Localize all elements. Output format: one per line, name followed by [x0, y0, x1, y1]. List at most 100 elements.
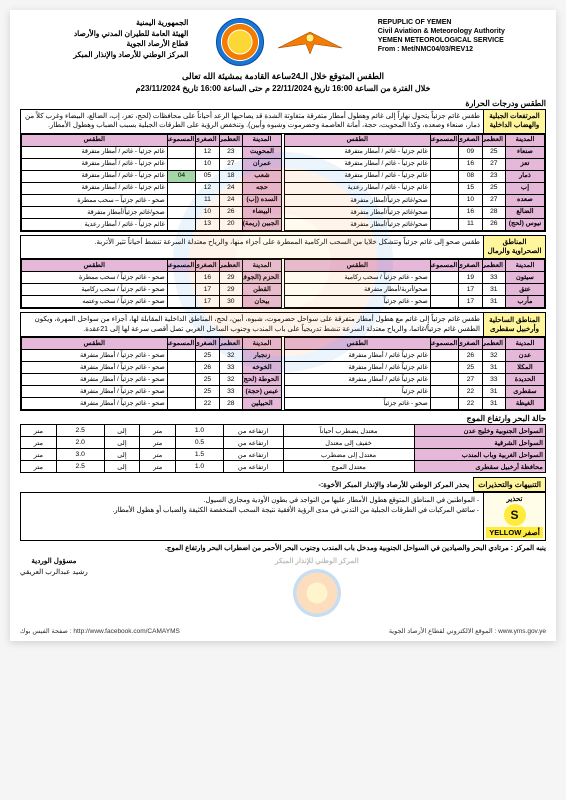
max-cell: 23	[219, 146, 242, 158]
cloud-cell	[167, 350, 196, 362]
max-cell: 33	[482, 374, 505, 386]
coastal-table-b: المدينة العظمى الصغرى المسموعة الطقس زنج…	[21, 337, 282, 410]
cloud-cell	[167, 362, 196, 374]
city-cell: عتق	[506, 284, 545, 296]
city-cell: حجه	[243, 182, 282, 194]
cond-cell: صحو - غائم جزئياً / سحب وعتمه	[22, 296, 168, 308]
max-cell: 32	[219, 350, 242, 362]
cond-cell: صحو/غائم جزئياً/أمطار متفرقة	[285, 206, 431, 218]
footer-logo	[293, 569, 341, 617]
table-row: حجه2412غائم جزئياً - غائم / أمطار متفرقة	[22, 182, 282, 194]
cond-cell: غائم جزئياً - غائم / أمطار متفرقة	[285, 158, 431, 170]
cond-cell: صحو - غائم جزئياً / سحب ركامية	[22, 284, 168, 296]
coastal-section: المناطق الساحلية وأرخبيل سقطرى طقس غائم …	[20, 312, 546, 411]
state-cell: معتدل إلى مضطرب	[283, 449, 414, 461]
max-cell: 27	[482, 158, 505, 170]
desert-table-a: المدينة العظمى الصغرى المسموعة الطقس سيئ…	[284, 259, 545, 308]
cloud-cell	[430, 362, 459, 374]
max-cell: 24	[219, 182, 242, 194]
cloud-cell	[430, 374, 459, 386]
state-cell: معتدل يضطرب أحياناً	[283, 425, 414, 437]
max-cell: 33	[219, 386, 242, 398]
badge-yellow: أصفر YELLOW	[486, 527, 543, 538]
state-cell: معتدل الموج	[283, 461, 414, 473]
max-cell: 18	[219, 170, 242, 182]
org-ar-l1: الجمهورية اليمنية	[20, 18, 188, 29]
table-row: بيحان3017صحو - غائم جزئياً / سحب وعتمه	[22, 296, 282, 308]
cond-cell: صحو - غائم جزئياً	[285, 398, 431, 410]
city-cell: الحوطة (لحج)	[243, 374, 282, 386]
min-cell: 11	[196, 194, 219, 206]
desert-label: المناطق الصحراوية والرمال	[483, 236, 545, 259]
warning-item-0: المواطنين في المناطق المتوقع هطول الأمطا…	[25, 496, 479, 506]
table-row: عدن3226غائم جزئياً غائم / أمطار متفرقة	[285, 350, 545, 362]
unit2: متر	[21, 449, 57, 461]
city-cell: صنعاء	[506, 146, 545, 158]
min-cell: 11	[459, 218, 482, 230]
max-cell: 23	[482, 170, 505, 182]
cloud-cell	[167, 218, 196, 230]
table-row: سقطرى3122غائم جزئياً	[285, 386, 545, 398]
min-cell: 12	[196, 146, 219, 158]
badge-letter: S	[504, 504, 526, 526]
to-label: إلى	[104, 449, 140, 461]
city-cell: إب	[506, 182, 545, 194]
cloud-cell	[430, 170, 459, 182]
city-cell: السده (إب)	[243, 194, 282, 206]
to-label: إلى	[104, 461, 140, 473]
to-val: 2.5	[56, 425, 104, 437]
table-row: الغيظة3122صحو - غائم جزئياً	[285, 398, 545, 410]
from-label: ارتفاعه من	[223, 437, 283, 449]
warning-badge: تحذير S أصفر YELLOW	[483, 493, 545, 540]
min-cell: 22	[459, 386, 482, 398]
cond-cell: صحو/أتربة/أمطار متفرقة	[285, 284, 431, 296]
min-cell: 16	[459, 206, 482, 218]
min-cell: 17	[196, 284, 219, 296]
table-row: شعب180504غائم جزئياً - غائم / أمطار متفر…	[22, 170, 282, 182]
warnings-list: المواطنين في المناطق المتوقع هطول الأمطا…	[21, 493, 483, 540]
min-cell: 26	[459, 350, 482, 362]
mountain-section: المرتفعات الجبلية والهضاب الداخلية طقس غ…	[20, 109, 546, 232]
warning-item-1: سائقي المركبات في الطرقات الجبلية من الت…	[25, 506, 479, 516]
max-cell: 29	[219, 272, 242, 284]
cond-cell: صحو - غائم جزئياً / أمطار متفرقة	[22, 362, 168, 374]
mountain-table-b-body: المحويت2312غائم جزئياً - غائم / أمطار مت…	[22, 146, 282, 230]
from-val: 0.5	[176, 437, 224, 449]
city-cell: عدن	[506, 350, 545, 362]
table-row: الحزم (الجوف)2916صحو - غائم جزئياً / سحب…	[22, 272, 282, 284]
min-cell: 17	[196, 296, 219, 308]
unit1: متر	[140, 449, 176, 461]
table-row: زنجبار3225صحو - غائم جزئياً / أمطار متفر…	[22, 350, 282, 362]
city-cell: صعده	[506, 194, 545, 206]
max-cell: 26	[219, 206, 242, 218]
city-cell: البيضاء	[243, 206, 282, 218]
city-cell: زنجبار	[243, 350, 282, 362]
city-cell: سيئون	[506, 272, 545, 284]
min-cell: 05	[196, 170, 219, 182]
mountain-table-a: المدينة العظمى الصغرى المسموعة الطقس صنع…	[284, 134, 545, 231]
table-row: إب2515غائم جزئياً - غائم / أمطار رعدية	[285, 182, 545, 194]
max-cell: 30	[219, 296, 242, 308]
cloud-cell	[430, 206, 459, 218]
cloud-cell	[430, 296, 459, 308]
cond-cell: غائم جزئياً - غائم / أمطار متفرقة	[22, 146, 168, 158]
max-cell: 31	[482, 398, 505, 410]
min-cell: 17	[459, 296, 482, 308]
cloud-cell	[167, 374, 196, 386]
sea-row: السواحل الغربية وباب المندبمعتدل إلى مضط…	[21, 449, 546, 461]
warnings-label: التنبيهات والتحذيرات	[473, 477, 546, 492]
cloud-cell	[430, 194, 459, 206]
from-label: ارتفاعه من	[223, 449, 283, 461]
to-label: إلى	[104, 425, 140, 437]
min-cell: 13	[196, 218, 219, 230]
to-val: 2.0	[56, 437, 104, 449]
cond-cell: صحو - غائم جزئياً / أمطار متفرقة	[22, 374, 168, 386]
table-row: القطن2917صحو - غائم جزئياً / سحب ركامية	[22, 284, 282, 296]
mountain-label: المرتفعات الجبلية والهضاب الداخلية	[483, 110, 545, 134]
header-row: REPUPLIC OF YEMEN Civil Aviation & Meteo…	[20, 18, 546, 66]
cond-cell: صحو/غائم جزئياً/أمطار متفرقة	[22, 206, 168, 218]
table-row: الحبيلين2822صحو - غائم جزئياً / أمطار مت…	[22, 398, 282, 410]
table-row: المكلا3125غائم جزئياً غائم / أمطار متفرق…	[285, 362, 545, 374]
coastal-table-a: المدينة العظمى الصغرى المسموعة الطقس عدن…	[284, 337, 545, 410]
table-row: عبس (حجة)3325صحو - غائم جزئياً / أمطار م…	[22, 386, 282, 398]
